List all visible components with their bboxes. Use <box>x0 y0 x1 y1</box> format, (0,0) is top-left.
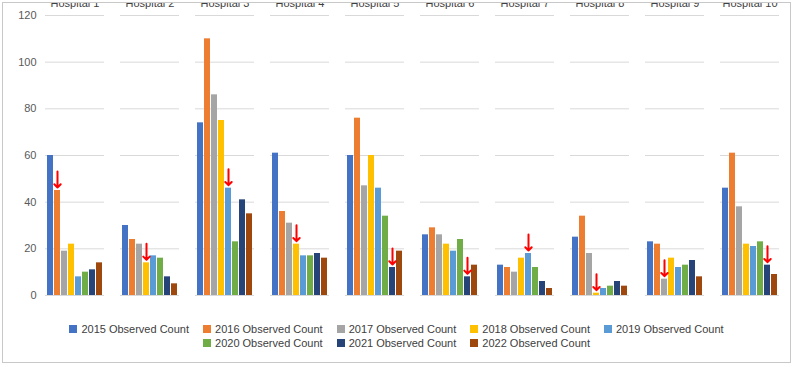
svg-text:40: 40 <box>24 196 36 208</box>
svg-text:20: 20 <box>24 242 36 254</box>
svg-text:100: 100 <box>18 56 36 68</box>
html-text:2017 Observed Count: 2017 Observed Count <box>348 323 457 335</box>
svg-text:Hospital 2: Hospital 2 <box>126 3 175 9</box>
svg-text:Hospital 6: Hospital 6 <box>426 3 475 9</box>
svg-text:60: 60 <box>24 149 36 161</box>
html-text:2016 Observed Count: 2016 Observed Count <box>215 323 323 335</box>
svg-text:80: 80 <box>24 102 36 114</box>
svg-text:Hospital 7: Hospital 7 <box>501 3 550 9</box>
html-text:2019 Observed Count: 2019 Observed Count <box>616 323 724 335</box>
svg-text:0: 0 <box>30 289 36 301</box>
html-text:2021 Observed Count: 2021 Observed Count <box>348 337 457 349</box>
html-text:2022 Observed Count: 2022 Observed Count <box>482 337 590 349</box>
html-text:2020 Observed Count: 2020 Observed Count <box>215 337 323 349</box>
svg-text:Hospital 8: Hospital 8 <box>576 3 625 9</box>
html-text:2018 Observed Count: 2018 Observed Count <box>482 323 590 335</box>
svg-text:120: 120 <box>18 9 36 21</box>
svg-text:Hospital 3: Hospital 3 <box>201 3 250 9</box>
html-text:2015 Observed Count: 2015 Observed Count <box>81 323 189 335</box>
svg-text:Hospital 10: Hospital 10 <box>722 3 777 9</box>
svg-text:Hospital 5: Hospital 5 <box>351 3 400 9</box>
svg-text:Hospital 1: Hospital 1 <box>51 3 100 9</box>
svg-text:Hospital 9: Hospital 9 <box>651 3 700 9</box>
svg-text:Hospital 4: Hospital 4 <box>276 3 325 9</box>
